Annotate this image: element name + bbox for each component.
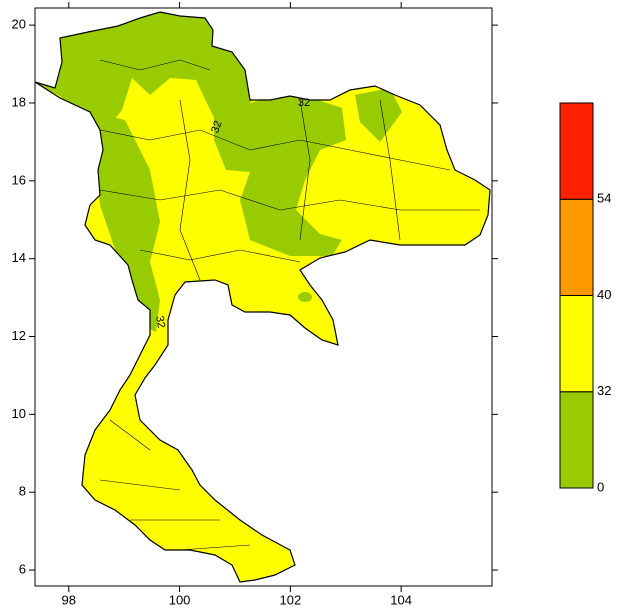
green-zone	[214, 94, 346, 256]
green-zone	[35, 12, 252, 130]
y-tick-label: 6	[19, 561, 26, 576]
province-borders	[99, 59, 480, 551]
y-tick-label: 16	[12, 172, 26, 187]
green-zone	[298, 292, 312, 302]
x-tick-label: 104	[390, 592, 412, 607]
province-border	[139, 249, 301, 263]
colorbar-label: 40	[597, 287, 611, 302]
contour-label: 32	[153, 315, 167, 329]
y-tick-label: 18	[12, 94, 26, 109]
y-tick-label: 14	[12, 250, 26, 265]
x-tick-label: 102	[280, 592, 302, 607]
x-tick-label: 98	[62, 592, 76, 607]
green-zone	[355, 88, 402, 142]
y-tick-label: 20	[12, 17, 26, 32]
colorbar-label: 0	[597, 479, 604, 494]
x-tick-label: 100	[169, 592, 191, 607]
y-tick-label: 8	[19, 484, 26, 499]
colorbar-label: 54	[597, 191, 611, 206]
colorbar-label: 32	[597, 383, 611, 398]
province-border	[99, 59, 211, 71]
province-border	[99, 129, 451, 171]
y-tick-label: 12	[12, 328, 26, 343]
contour-label: 32	[298, 97, 310, 109]
colorbar-segment	[559, 102, 594, 200]
province-border	[99, 189, 480, 211]
province-border	[379, 99, 401, 241]
province-border	[299, 99, 311, 241]
colorbar-segment	[559, 295, 594, 393]
contour-label: 32	[209, 119, 224, 135]
y-tick-label: 10	[12, 406, 26, 421]
province-border	[179, 99, 201, 281]
green-zone	[92, 112, 160, 332]
colorbar-segment	[559, 198, 594, 296]
province-border	[99, 419, 251, 551]
colorbar-segment	[559, 391, 594, 489]
contour-labels: 32 32 32	[153, 97, 310, 329]
